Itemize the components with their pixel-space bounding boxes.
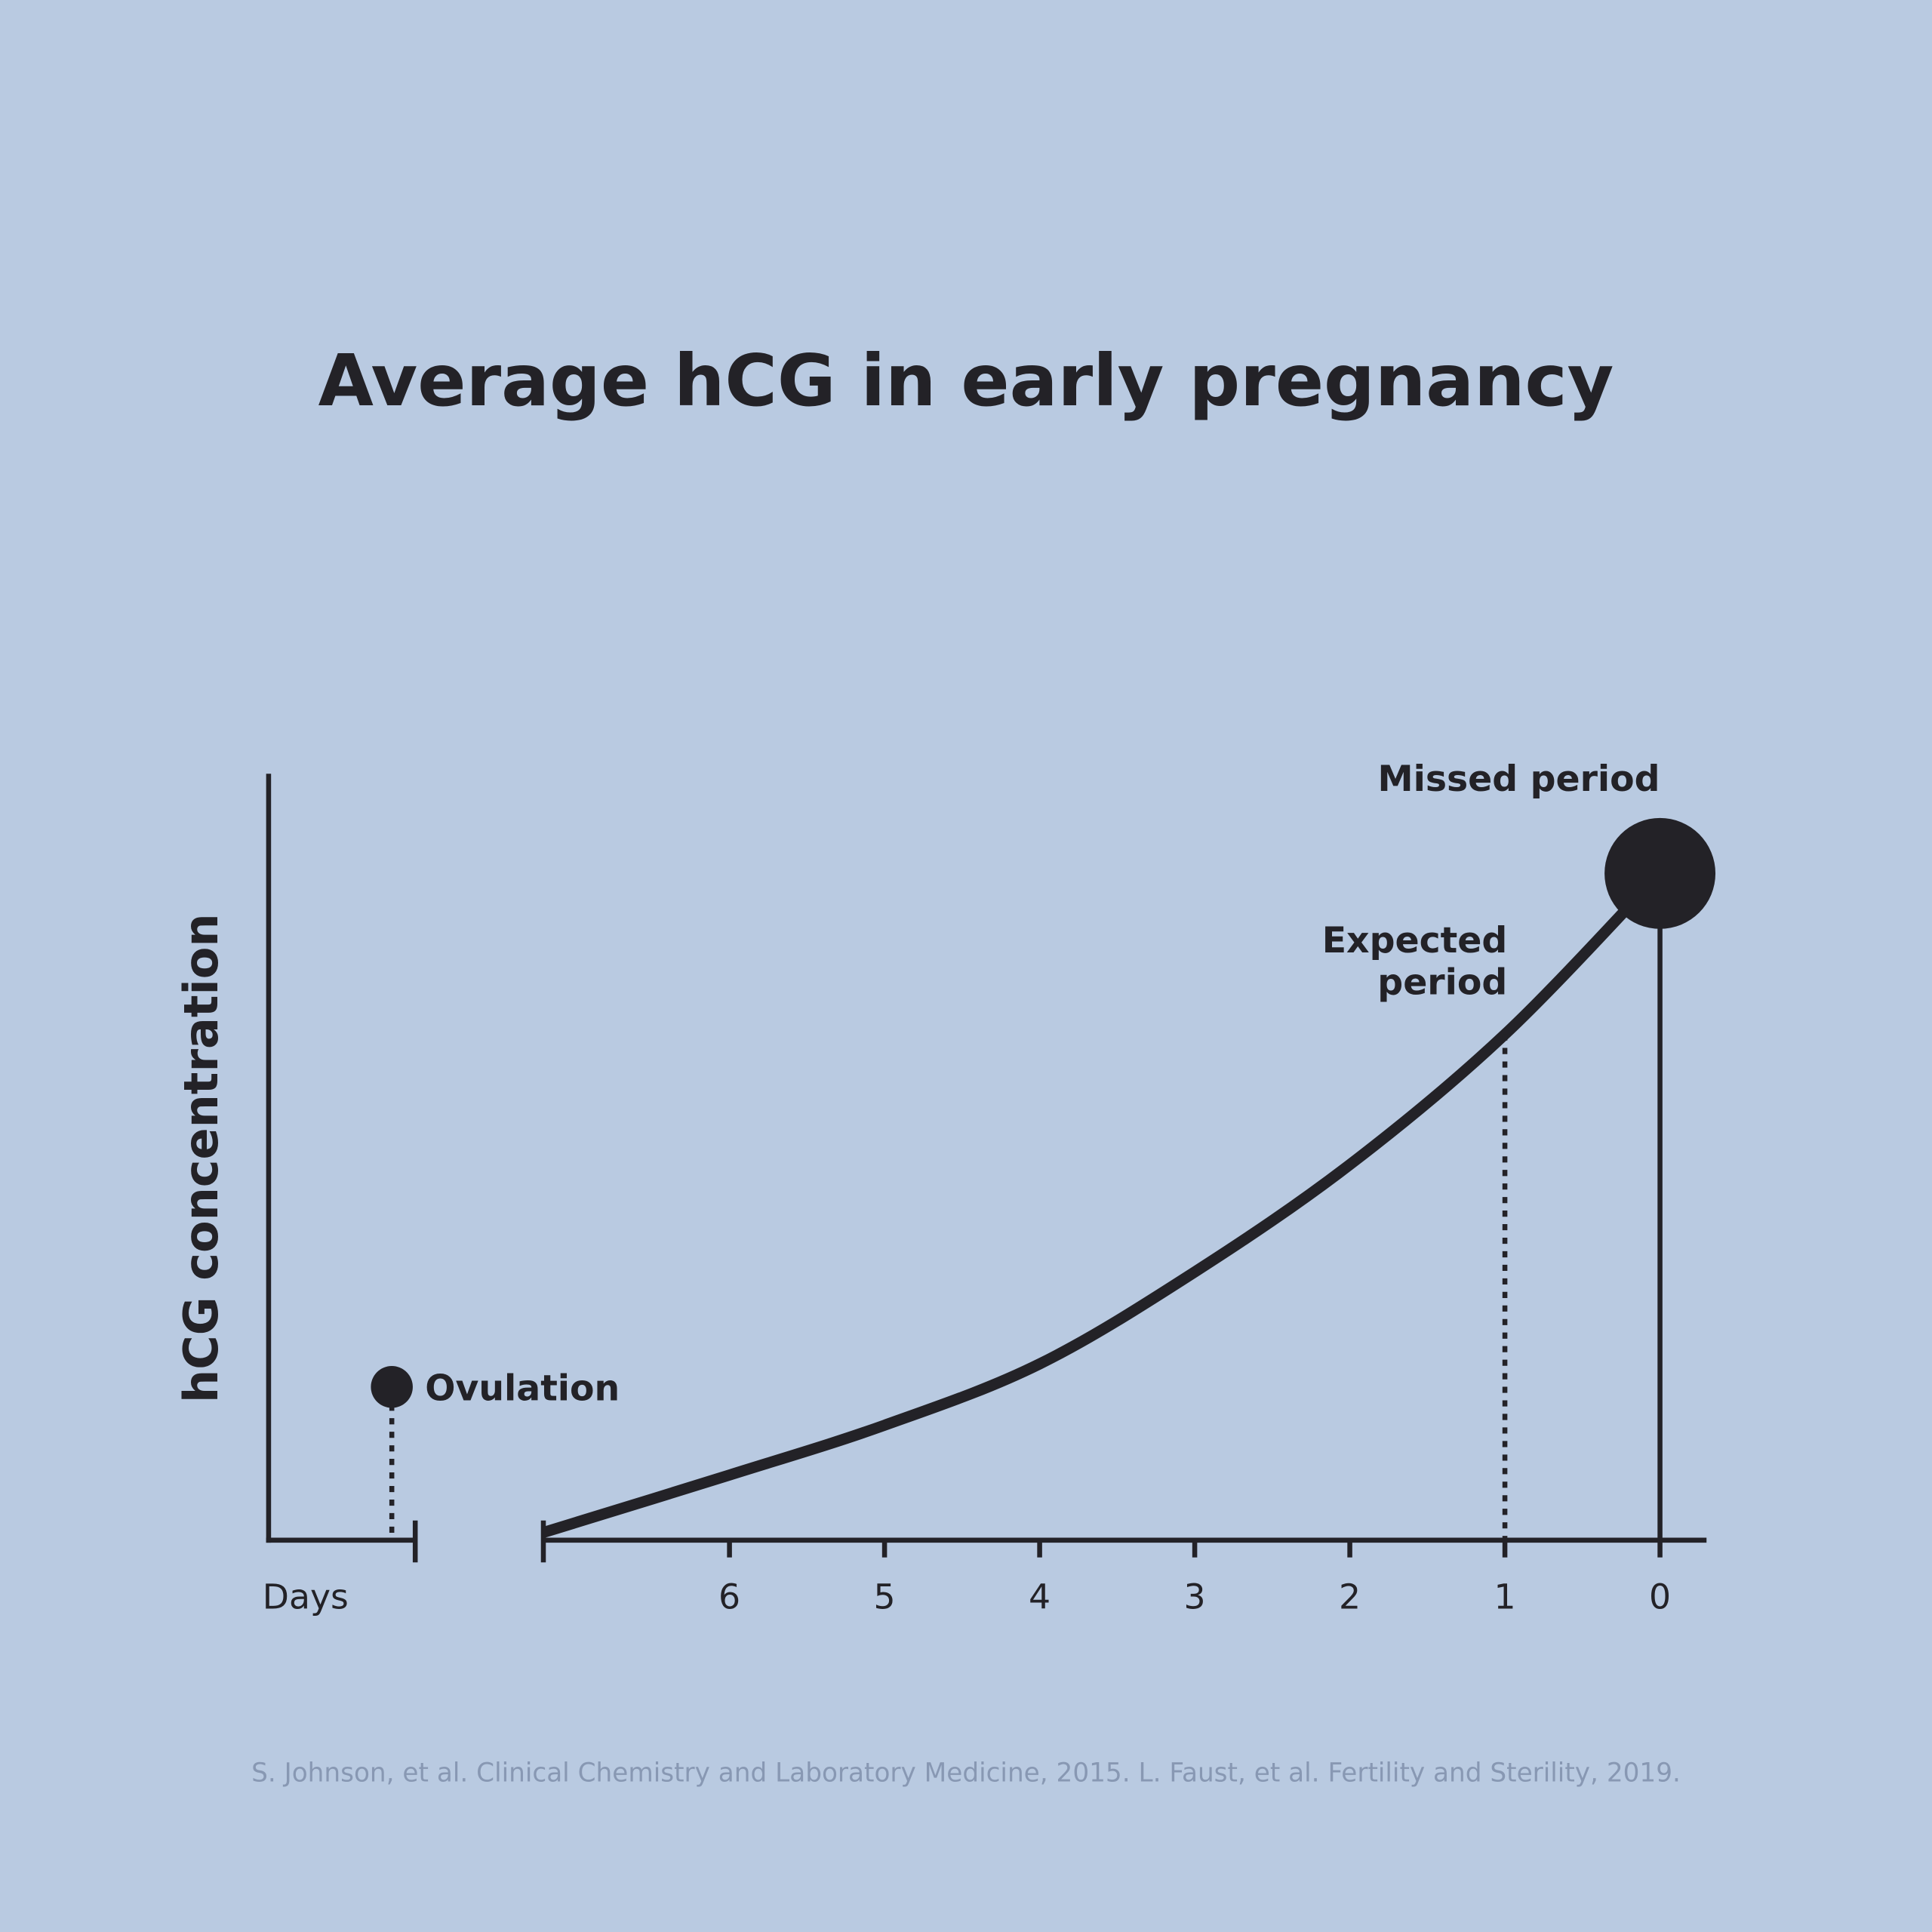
- missed-period-dot: [1604, 817, 1716, 929]
- chart-title: Average hCG in early pregnancy: [318, 340, 1614, 423]
- source-note: S. Johnson, et al. Clinical Chemistry an…: [251, 1758, 1681, 1789]
- annotation-label: Missed period: [1378, 758, 1660, 800]
- x-tick-label: 0: [1649, 1577, 1671, 1617]
- x-tick-label: 6: [718, 1577, 740, 1617]
- axes: [266, 774, 1707, 1563]
- y-axis-label: hCG concentration: [174, 913, 229, 1403]
- x-tick-label: 2: [1339, 1577, 1361, 1617]
- annotation-box: Expected period: [1321, 918, 1508, 1003]
- ovulation-dot: [371, 1365, 413, 1408]
- x-tick-label: 1: [1494, 1577, 1516, 1617]
- annotation-label: Ovulation: [425, 1368, 620, 1410]
- x-axis-label: Days: [263, 1577, 349, 1617]
- annotation-label: Expected period: [1321, 918, 1508, 1003]
- x-tick-label: 5: [874, 1577, 896, 1617]
- x-tick-label: 3: [1184, 1577, 1206, 1617]
- x-tick-label: 4: [1029, 1577, 1051, 1617]
- hcg-curve: [541, 869, 1664, 1538]
